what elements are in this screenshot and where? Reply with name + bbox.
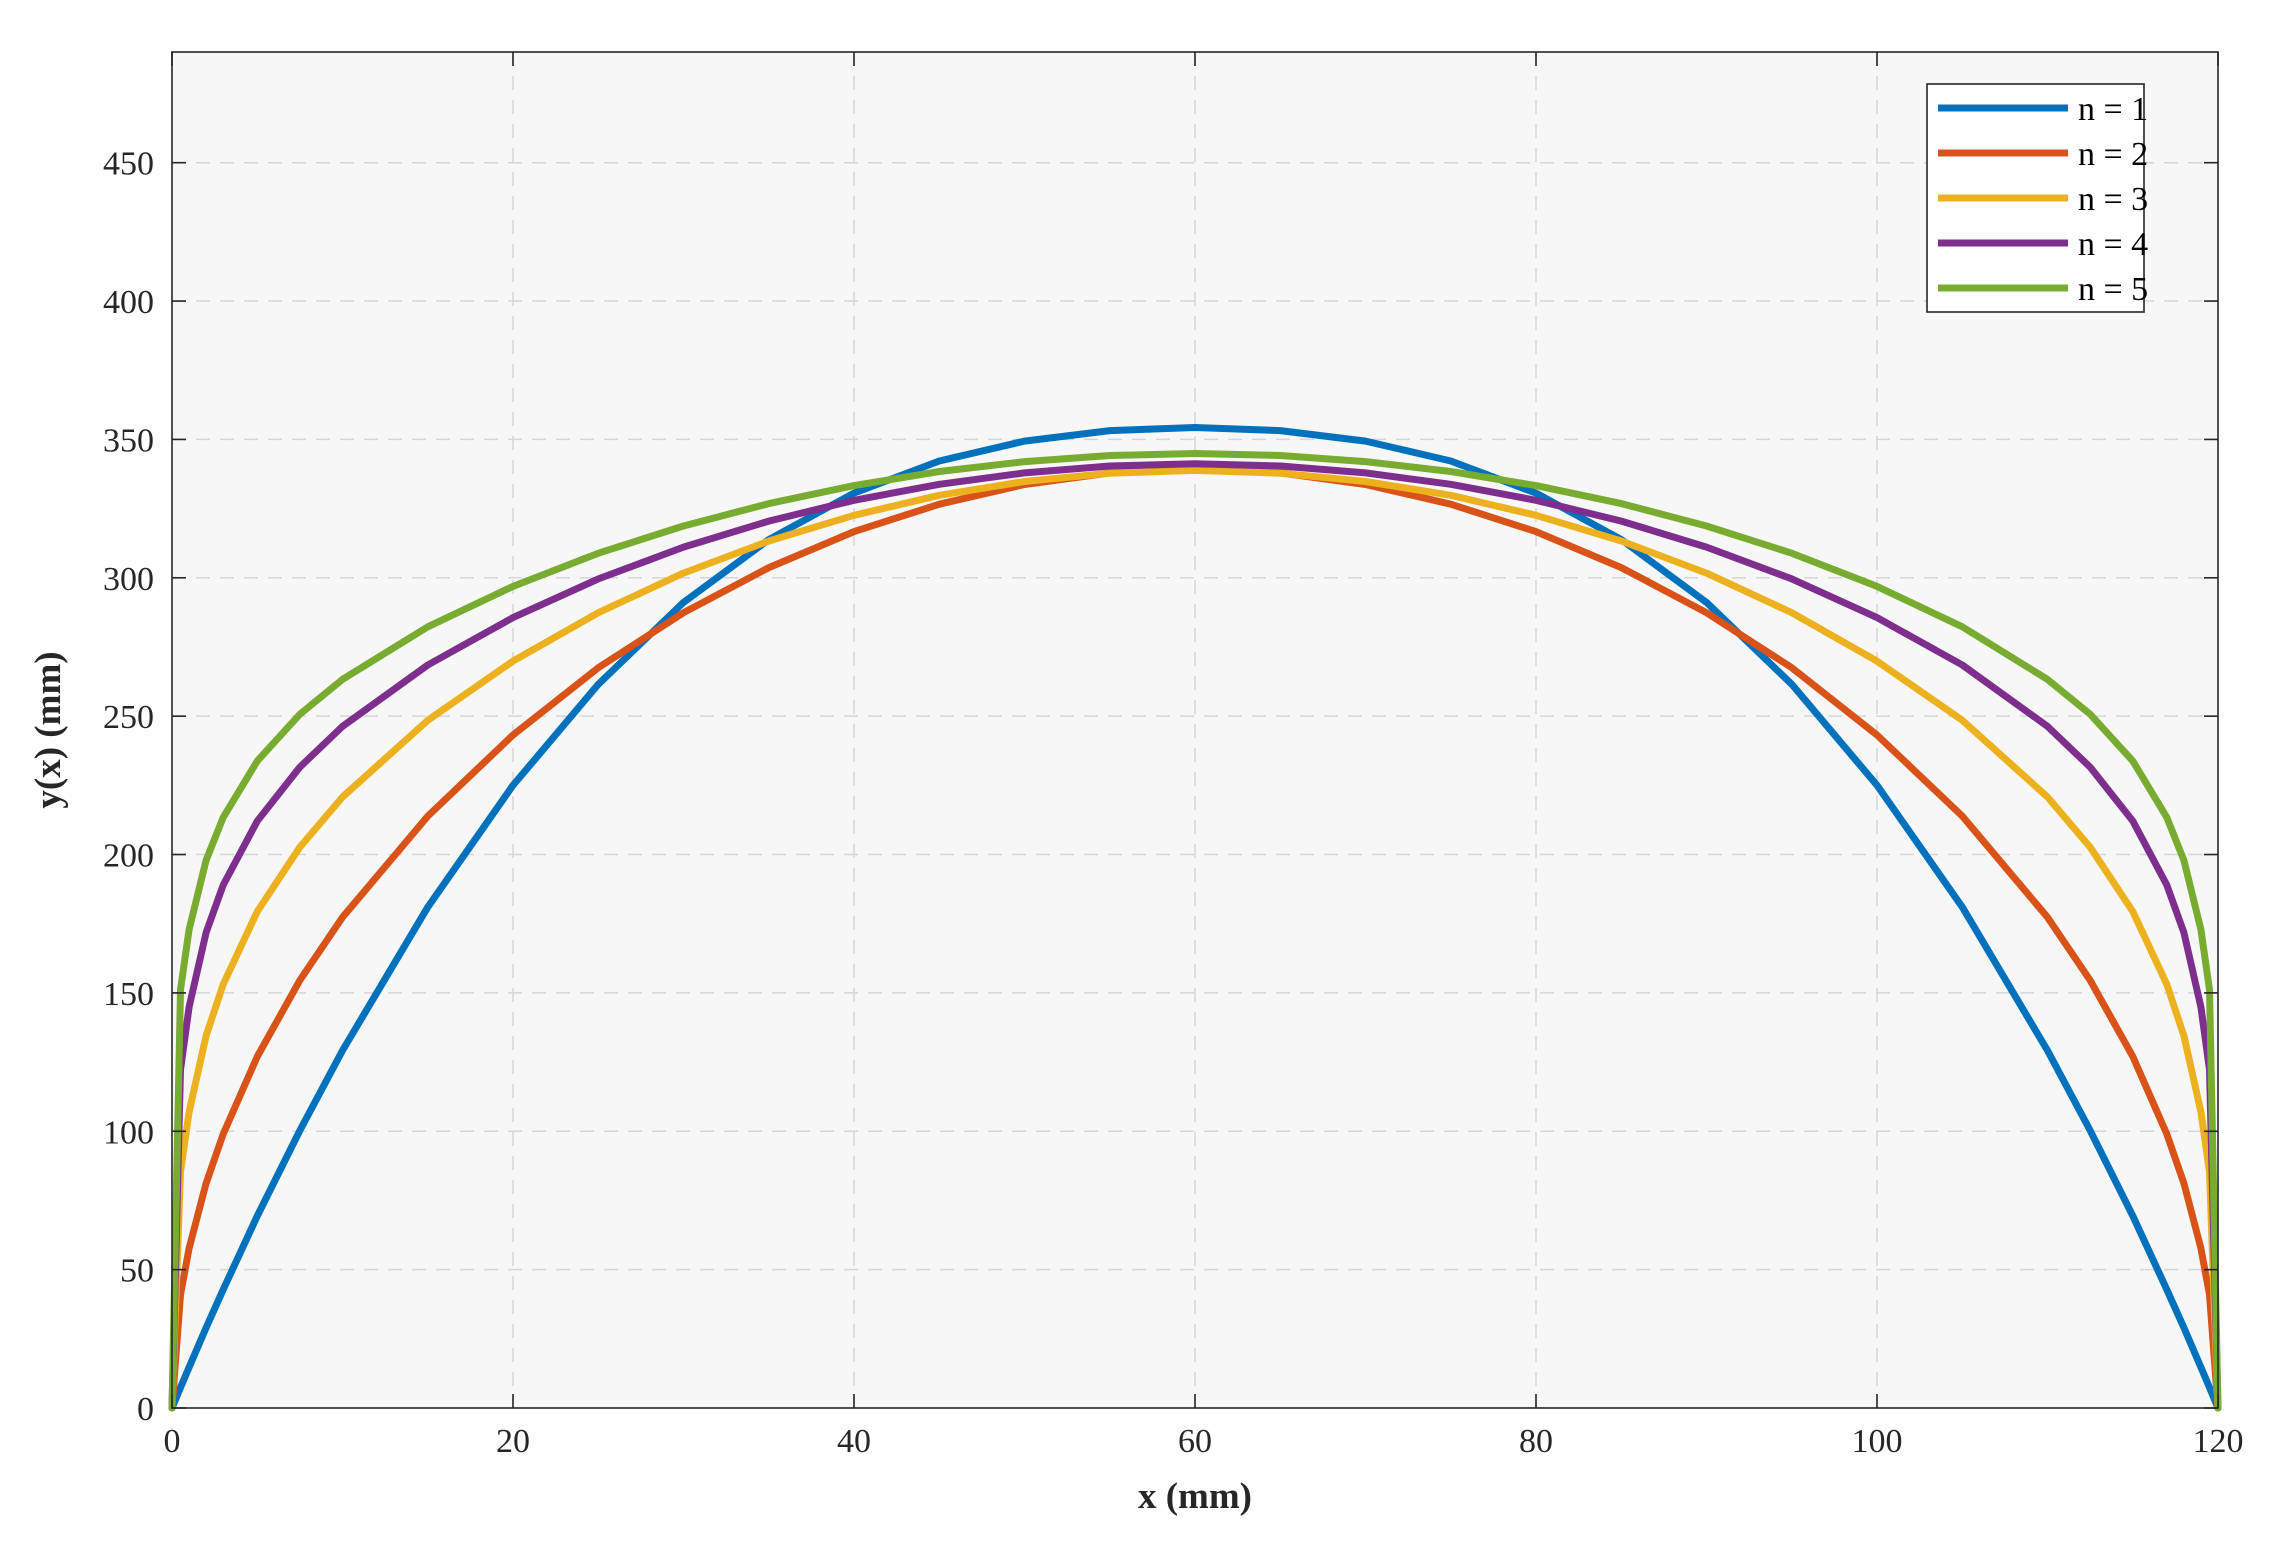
y-tick-label: 250 (103, 699, 154, 736)
y-tick-label: 200 (103, 838, 154, 875)
grid-layer (172, 52, 2218, 1408)
series-line-n4 (168, 460, 2222, 1412)
y-axis-title: y(x) (mm) (28, 651, 69, 808)
x-axis-title: x (mm) (1138, 1476, 1252, 1517)
series-line-n1 (168, 424, 2222, 1412)
y-tick-label: 150 (103, 976, 154, 1013)
series-line-n3 (168, 466, 2222, 1412)
legend-label: n = 2 (2078, 136, 2148, 173)
y-tick-label: 400 (103, 284, 154, 321)
legend-label: n = 5 (2078, 271, 2148, 308)
x-tick-label: 40 (837, 1423, 871, 1460)
x-tick-label: 80 (1519, 1423, 1553, 1460)
legend-label: n = 4 (2078, 226, 2148, 263)
series-line-n5 (168, 450, 2222, 1412)
legend-label: n = 3 (2078, 181, 2148, 218)
x-tick-label: 60 (1178, 1423, 1212, 1460)
legend: n = 1 n = 2 n = 3 n = 4 n = 5 (1926, 83, 2148, 313)
series-layer (168, 424, 2222, 1412)
x-tick-label: 100 (1852, 1423, 1903, 1460)
x-tick-label: 0 (164, 1423, 181, 1460)
y-tick-label: 0 (137, 1391, 154, 1428)
y-tick-label: 350 (103, 422, 154, 459)
y-tick-label: 450 (103, 146, 154, 183)
x-tick-label: 120 (2193, 1423, 2244, 1460)
x-tick-label: 20 (496, 1423, 530, 1460)
legend-label: n = 1 (2078, 91, 2148, 128)
y-tick-label: 300 (103, 561, 154, 598)
tick-layer: 0 20 40 60 80 100 120 0 50 100 150 200 250 300 350 400 4… (103, 52, 2244, 1460)
y-tick-label: 50 (120, 1253, 154, 1290)
y-tick-label: 100 (103, 1114, 154, 1151)
